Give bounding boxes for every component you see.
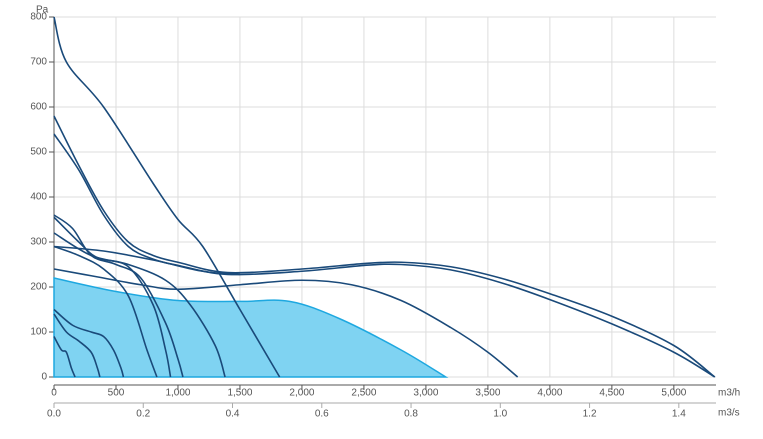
y-tick-label: 400 xyxy=(30,192,47,203)
x-tick-label: 1,500 xyxy=(227,388,252,399)
y-axis-label: Pa xyxy=(36,5,49,16)
y-tick-label: 800 xyxy=(30,12,47,23)
curve xyxy=(53,16,281,378)
curve xyxy=(53,336,76,378)
curve xyxy=(53,268,519,378)
y-tick-label: 500 xyxy=(30,147,47,158)
curve xyxy=(53,308,125,378)
x2-tick-label: 0.6 xyxy=(315,409,329,420)
curve xyxy=(53,214,184,378)
y-tick-label: 300 xyxy=(30,237,47,248)
x-tick-label: 500 xyxy=(108,388,125,399)
x2-axis-label: m3/s xyxy=(718,408,740,419)
x-tick-label: 4,000 xyxy=(537,388,562,399)
curve xyxy=(53,313,101,378)
x-tick-label: 3,000 xyxy=(413,388,438,399)
x-tick-label: 0 xyxy=(51,388,57,399)
y-tick-label: 100 xyxy=(30,327,47,338)
x-tick-label: 1,000 xyxy=(165,388,190,399)
y-tick-label: 200 xyxy=(30,282,47,293)
x2-tick-label: 1.2 xyxy=(583,409,597,420)
curve xyxy=(53,133,716,378)
x-tick-label: 2,000 xyxy=(289,388,314,399)
curve xyxy=(53,216,172,378)
x2-tick-label: 0.0 xyxy=(47,409,61,420)
x-tick-label: 3,500 xyxy=(475,388,500,399)
x-tick-label: 5,000 xyxy=(661,388,686,399)
x2-tick-label: 1.4 xyxy=(672,409,686,420)
y-tick-label: 0 xyxy=(41,372,47,383)
x-tick-label: 4,500 xyxy=(599,388,624,399)
x2-tick-label: 1.0 xyxy=(493,409,507,420)
curve xyxy=(53,115,716,378)
x2-tick-label: 0.2 xyxy=(136,409,150,420)
curve xyxy=(53,245,158,378)
x-axis-label: m3/h xyxy=(718,388,740,399)
y-tick-label: 700 xyxy=(30,57,47,68)
y-tick-label: 600 xyxy=(30,102,47,113)
curve xyxy=(53,245,241,276)
x-tick-label: 2,500 xyxy=(351,388,376,399)
x2-tick-label: 0.8 xyxy=(404,409,418,420)
x2-tick-label: 0.4 xyxy=(226,409,240,420)
